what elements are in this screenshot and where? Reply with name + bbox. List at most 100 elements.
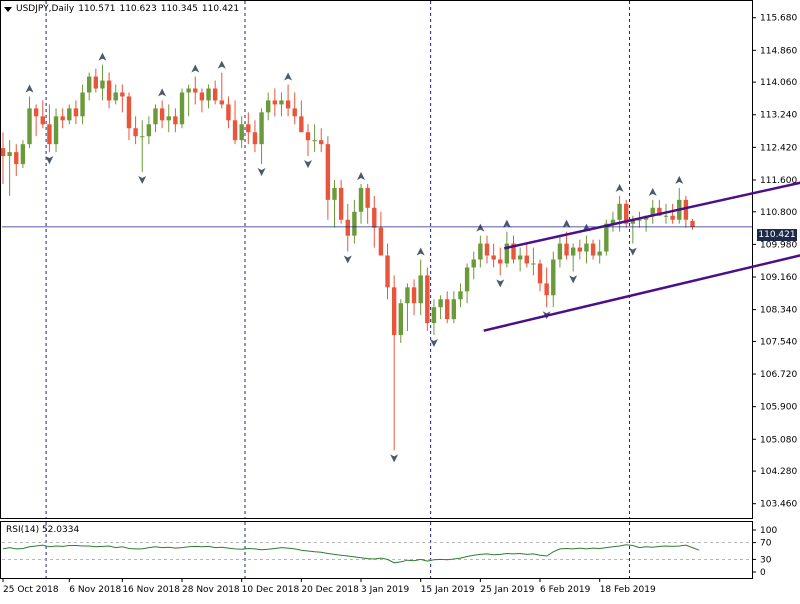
candle-body xyxy=(219,100,224,105)
candle-body xyxy=(86,76,92,93)
fractal-down-marker xyxy=(138,176,147,185)
price-tick-label: 105.080 xyxy=(760,435,797,445)
fractal-down-marker xyxy=(45,156,54,165)
candle-body xyxy=(60,116,65,121)
candle-body xyxy=(511,243,516,260)
price-tick-label: 104.280 xyxy=(760,467,797,477)
price-tick-label: 105.900 xyxy=(760,403,797,413)
candle-body xyxy=(319,140,324,145)
rsi-tick-label: 100 xyxy=(760,526,777,536)
candle-body xyxy=(604,223,609,252)
candle-body xyxy=(73,108,79,117)
fractal-up-marker xyxy=(675,175,684,184)
candle-body xyxy=(557,243,563,260)
date-tick-label: 25 Jan 2019 xyxy=(480,585,534,595)
candle-body xyxy=(0,148,6,157)
candle-body xyxy=(405,287,410,304)
price-tick-label: 112.420 xyxy=(760,143,797,153)
candle-body xyxy=(7,152,12,157)
fractal-up-marker xyxy=(158,88,167,97)
candle-body xyxy=(239,124,244,141)
candle-body xyxy=(531,263,536,265)
trend-channel[interactable] xyxy=(483,168,800,332)
candle-body xyxy=(126,96,132,129)
candle-body xyxy=(544,283,549,296)
candle-body xyxy=(398,303,403,336)
candle-body xyxy=(146,124,152,137)
date-axis: 25 Oct 2018 6 Nov 2018 16 Nov 2018 28 Nov 2… xyxy=(2,578,656,595)
price-tick-label: 109.160 xyxy=(760,273,797,283)
candle-body xyxy=(564,243,569,256)
candle-body xyxy=(272,100,278,105)
candle-body xyxy=(391,287,397,336)
candle-body xyxy=(471,259,476,268)
chart-info-bar: USDJPY,Daily 110.571 110.623 110.345 110… xyxy=(4,4,239,14)
candle-body xyxy=(199,92,205,101)
fractal-up-marker xyxy=(98,52,107,61)
channel-lower-line[interactable] xyxy=(483,240,800,332)
price-tick-label: 103.460 xyxy=(760,500,797,510)
date-tick-label: 25 Oct 2018 xyxy=(3,585,59,595)
candle-body xyxy=(385,255,390,288)
candle-body xyxy=(312,140,317,142)
fractal-up-marker xyxy=(25,84,34,93)
price-tick-label: 114.060 xyxy=(760,78,797,88)
candle-body xyxy=(683,199,689,220)
fractal-down-marker xyxy=(429,339,438,348)
fractal-down-marker xyxy=(257,168,266,177)
candle-body xyxy=(577,247,583,252)
fractal-up-marker xyxy=(416,247,425,256)
fractal-up-marker xyxy=(284,72,293,81)
rsi-tick-label: 0 xyxy=(760,568,766,578)
period-separators xyxy=(45,1,631,578)
date-tick-label: 6 Feb 2019 xyxy=(540,585,591,595)
candle-body xyxy=(33,108,39,117)
symbol-dropdown-icon[interactable] xyxy=(4,6,12,12)
candle-body xyxy=(338,187,344,220)
candle-body xyxy=(372,207,377,228)
fractal-up-marker xyxy=(191,64,200,73)
date-tick-label: 16 Nov 2018 xyxy=(122,585,180,595)
candle-body xyxy=(630,219,636,224)
candle-body xyxy=(365,187,370,208)
fractal-down-marker xyxy=(390,454,399,463)
candle-body xyxy=(285,100,291,109)
candle-body xyxy=(352,211,357,236)
fractal-down-marker xyxy=(569,275,578,284)
rsi-panel-frame xyxy=(0,521,753,579)
candle-body xyxy=(345,219,350,236)
candle-body xyxy=(590,243,596,256)
candle-body xyxy=(491,255,496,260)
candle-body xyxy=(610,219,616,224)
candle-body xyxy=(166,116,171,121)
candle-body xyxy=(226,104,231,121)
candle-body xyxy=(173,116,178,125)
candle-body xyxy=(14,152,19,165)
candle-body xyxy=(464,267,470,292)
fractal-up-marker xyxy=(562,219,571,228)
main-panel-frame xyxy=(0,0,753,519)
fractal-down-marker xyxy=(628,247,637,256)
price-tick-label: 107.540 xyxy=(760,337,797,347)
candle-body xyxy=(597,251,602,256)
candle-body xyxy=(551,259,556,296)
candle-body xyxy=(252,132,258,145)
candle-body xyxy=(517,255,523,260)
candle-body xyxy=(458,291,463,300)
open-value: 110.571 xyxy=(78,4,116,14)
rsi-indicator-label: RSI(14) 52.0334 xyxy=(6,525,80,535)
candle-body xyxy=(451,299,457,320)
candle-body xyxy=(663,215,669,217)
candle-body xyxy=(484,243,490,256)
price-tick-label: 115.680 xyxy=(760,14,797,24)
fractal-markers xyxy=(25,52,684,463)
rsi-tick-label: 70 xyxy=(760,539,772,549)
candle-body xyxy=(524,255,529,264)
channel-upper-line[interactable] xyxy=(503,168,800,250)
fractal-down-marker xyxy=(496,279,505,288)
candle-body xyxy=(305,132,311,141)
high-value: 110.623 xyxy=(119,4,157,14)
candle-body xyxy=(431,307,437,324)
